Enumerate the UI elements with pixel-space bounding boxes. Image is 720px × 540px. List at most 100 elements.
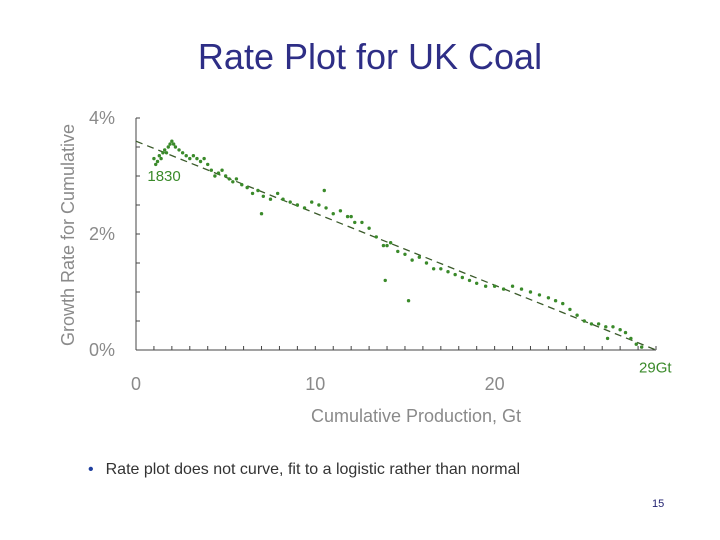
data-point [383, 278, 387, 283]
data-point [537, 293, 542, 297]
data-point [164, 151, 169, 155]
data-point [177, 148, 181, 152]
annotation-1830: 1830 [147, 168, 180, 185]
data-point [431, 267, 436, 271]
data-point [406, 299, 411, 303]
data-point [161, 151, 165, 155]
data-point [388, 241, 393, 245]
data-point [198, 159, 203, 164]
data-point [275, 191, 280, 196]
data-point [188, 156, 192, 161]
y-tick-label: 2% [89, 224, 115, 244]
data-point [227, 177, 231, 181]
data-point [268, 197, 273, 201]
data-point [162, 148, 167, 152]
data-point [173, 145, 178, 149]
data-point [310, 200, 314, 204]
data-point [410, 258, 414, 262]
data-point [213, 174, 217, 178]
data-point [374, 235, 378, 239]
data-point [634, 342, 638, 346]
data-point [424, 261, 429, 265]
data-point [240, 183, 244, 187]
x-axis-title: Cumulative Production, Gt [311, 406, 521, 426]
data-point [206, 162, 210, 167]
data-point [170, 139, 174, 143]
slide-title: Rate Plot for UK Coal [197, 36, 543, 77]
x-tick-label: 10 [305, 374, 325, 394]
data-point [367, 226, 371, 230]
data-point [171, 142, 176, 146]
data-point [250, 191, 255, 196]
data-point [510, 284, 515, 288]
data-point [483, 284, 488, 288]
data-point [403, 252, 407, 256]
data-point [317, 203, 321, 207]
data-point [589, 322, 594, 326]
data-point [604, 325, 608, 329]
y-tick-label: 0% [89, 340, 115, 360]
data-point [639, 345, 644, 349]
data-point [261, 194, 266, 198]
bullet-marker: • [88, 461, 94, 478]
data-point [166, 145, 170, 149]
data-point [152, 156, 156, 161]
data-point [209, 168, 214, 172]
data-point [618, 328, 622, 332]
data-point [360, 220, 364, 225]
data-point [596, 322, 601, 326]
data-point [623, 330, 628, 335]
data-point [157, 154, 162, 158]
data-point [417, 255, 422, 259]
data-point [474, 281, 479, 285]
data-point [385, 243, 389, 248]
data-point [155, 159, 160, 164]
data-point [467, 278, 472, 283]
page-number: 15 [652, 498, 665, 510]
data-point [396, 249, 400, 254]
annotation-29gt: 29Gt [639, 359, 672, 376]
data-point [295, 203, 300, 207]
data-point [575, 313, 579, 317]
data-point [223, 174, 228, 178]
data-point [324, 206, 328, 210]
data-point [561, 301, 565, 306]
data-points-group [152, 139, 644, 349]
data-point [568, 307, 572, 312]
x-tick-label: 20 [485, 374, 505, 394]
data-point [439, 267, 443, 271]
data-point [159, 156, 163, 161]
data-point [331, 212, 335, 216]
data-point [453, 272, 457, 277]
data-point [501, 287, 506, 291]
data-point [582, 319, 586, 323]
data-point [546, 296, 551, 300]
data-point [528, 290, 533, 294]
data-point [216, 171, 221, 175]
data-point [234, 177, 239, 181]
chart-axes [135, 117, 657, 351]
data-point [256, 188, 260, 193]
x-tick-label: 0 [131, 374, 141, 394]
data-point [202, 156, 206, 161]
data-point [611, 325, 615, 329]
data-point [184, 154, 188, 158]
data-point [302, 206, 307, 210]
data-point [259, 212, 264, 216]
data-point [492, 284, 497, 288]
data-point [629, 336, 633, 341]
data-point [168, 142, 172, 146]
data-point [245, 185, 249, 190]
data-point [281, 197, 285, 201]
data-point [519, 287, 524, 291]
data-point [349, 214, 353, 219]
data-point [288, 200, 292, 204]
data-point [195, 156, 199, 161]
data-point [353, 220, 357, 225]
chart-labels-group: 0% 2% 4% 0 10 20 Cumulative Production, Gt Grow… [58, 108, 672, 426]
data-point [381, 243, 386, 248]
data-point [605, 336, 610, 341]
y-tick-label: 4% [89, 108, 115, 128]
data-point [338, 209, 343, 213]
